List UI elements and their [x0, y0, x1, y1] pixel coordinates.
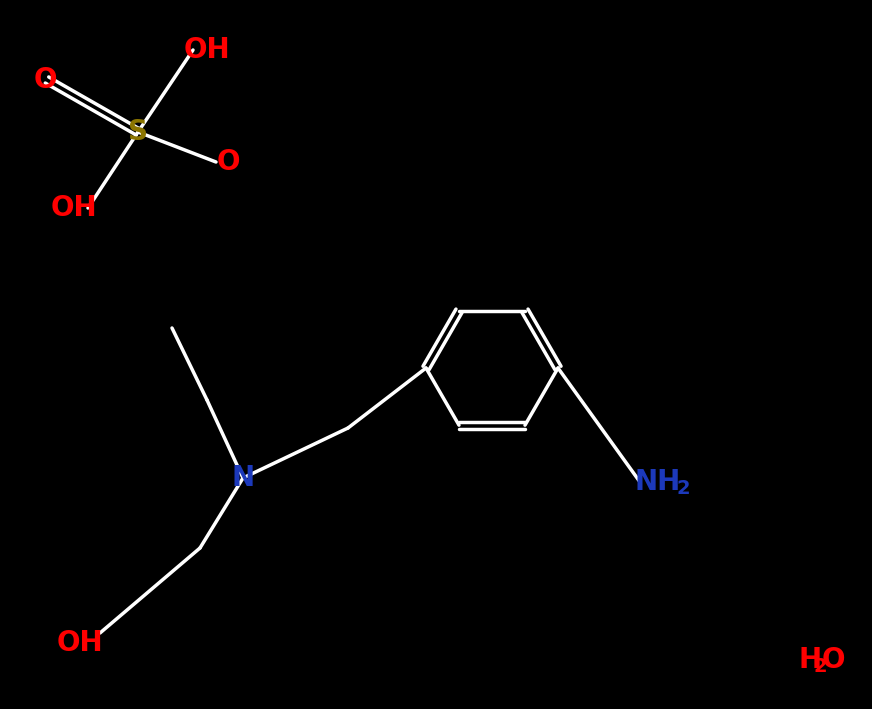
Text: O: O [33, 66, 57, 94]
Text: 2: 2 [676, 479, 690, 498]
Text: H: H [798, 646, 821, 674]
Text: OH: OH [57, 629, 103, 657]
Text: OH: OH [51, 194, 98, 222]
Text: O: O [822, 646, 846, 674]
Text: 2: 2 [813, 657, 827, 676]
Text: OH: OH [184, 36, 230, 64]
Text: O: O [216, 148, 240, 176]
Text: NH: NH [635, 468, 681, 496]
Text: S: S [128, 118, 148, 146]
Text: N: N [231, 464, 255, 492]
